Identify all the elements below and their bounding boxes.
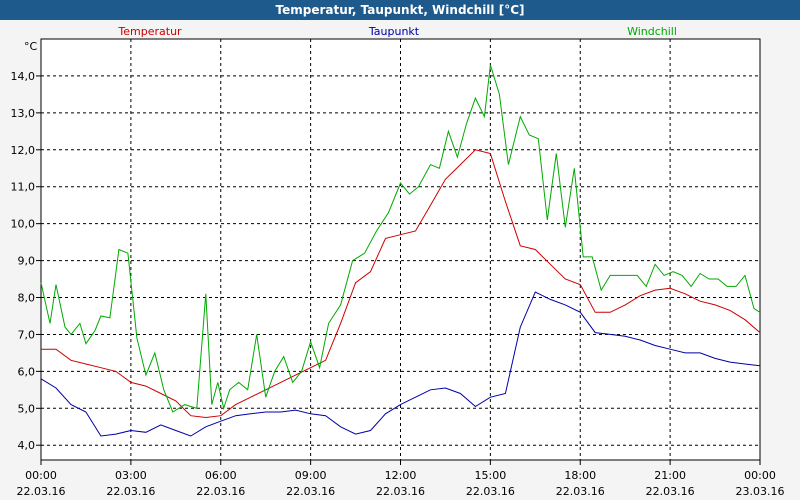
series-line-taupunkt xyxy=(40,291,761,437)
y-tick-label: 13,0 xyxy=(11,107,36,120)
legend-windchill: Windchill xyxy=(627,25,677,38)
chart-area: 4,0 5,0 6,0 7,0 8,0 9,0 10,0 11,0 12,0 13,0 14,0 0… xyxy=(11,25,785,498)
x-tick-date: 22.03.16 xyxy=(556,485,605,498)
x-tick-time: 12:00 xyxy=(385,469,417,482)
y-tick-label: 14,0 xyxy=(11,70,36,83)
x-tick-time: 00:00 xyxy=(25,469,57,482)
x-tick-time: 06:00 xyxy=(205,469,237,482)
y-tick-label: 8,0 xyxy=(18,292,36,305)
x-tick-date: 23.03.16 xyxy=(736,485,785,498)
series-line-windchill xyxy=(40,64,761,413)
legend-taupunkt: Taupunkt xyxy=(368,25,420,38)
x-tick-labels: 00:00 22.03.16 03:00 22.03.16 06:00 22.03.16 0… xyxy=(17,469,785,498)
x-tick-date: 22.03.16 xyxy=(646,485,695,498)
y-tick-label: 9,0 xyxy=(18,255,36,268)
y-tick-label: 7,0 xyxy=(18,328,36,341)
x-tick-date: 22.03.16 xyxy=(196,485,245,498)
x-tick-time: 03:00 xyxy=(115,469,147,482)
y-tick-label: 11,0 xyxy=(11,181,36,194)
y-tick-label: 12,0 xyxy=(11,144,36,157)
x-tick-date: 22.03.16 xyxy=(376,485,425,498)
y-tick-label: 10,0 xyxy=(11,218,36,231)
window-title: Temperatur, Taupunkt, Windchill [°C] xyxy=(0,0,800,20)
x-tick-time: 00:00 xyxy=(744,469,776,482)
grid-lines xyxy=(36,39,761,465)
x-tick-date: 22.03.16 xyxy=(17,485,66,498)
series-lines xyxy=(40,64,761,437)
x-tick-date: 22.03.16 xyxy=(466,485,515,498)
y-tick-labels: 4,0 5,0 6,0 7,0 8,0 9,0 10,0 11,0 12,0 13,0 14,0 xyxy=(11,70,36,452)
y-tick-label: 5,0 xyxy=(18,402,36,415)
y-tick-label: 6,0 xyxy=(18,365,36,378)
legend-temperatur: Temperatur xyxy=(117,25,182,38)
series-line-temperatur xyxy=(41,149,761,419)
x-tick-time: 09:00 xyxy=(295,469,327,482)
x-tick-time: 21:00 xyxy=(654,469,686,482)
x-tick-date: 22.03.16 xyxy=(286,485,335,498)
x-tick-time: 18:00 xyxy=(564,469,596,482)
legend: Temperatur Taupunkt Windchill xyxy=(117,25,677,38)
y-tick-label: 4,0 xyxy=(18,439,36,452)
x-tick-date: 22.03.16 xyxy=(106,485,155,498)
x-tick-time: 15:00 xyxy=(475,469,507,482)
y-axis-unit: °C xyxy=(24,40,38,53)
